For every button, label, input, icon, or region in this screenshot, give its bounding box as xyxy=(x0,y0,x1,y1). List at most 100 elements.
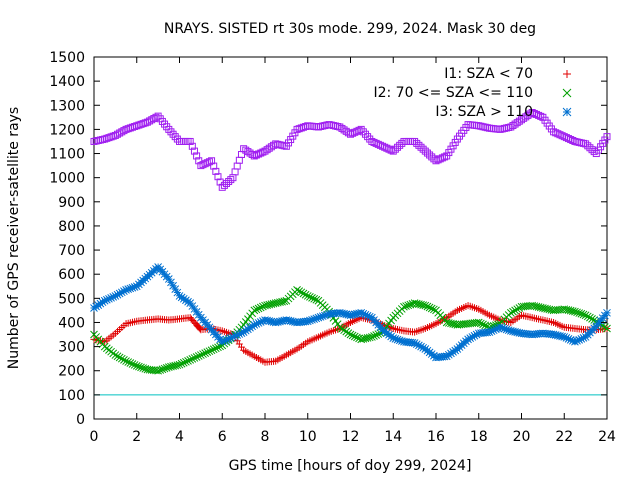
data-point xyxy=(487,327,496,336)
data-point xyxy=(494,324,502,333)
data-point xyxy=(218,337,227,346)
data-point xyxy=(361,130,369,138)
data-point xyxy=(169,281,177,290)
data-point xyxy=(391,145,399,153)
data-point xyxy=(573,308,581,317)
data-point xyxy=(419,343,428,352)
data-point xyxy=(584,142,592,150)
x-tick-label: 4 xyxy=(175,429,184,445)
data-point xyxy=(421,147,429,155)
data-point xyxy=(590,148,598,156)
x-tick-label: 14 xyxy=(384,429,402,445)
data-point xyxy=(158,365,167,374)
data-point xyxy=(229,333,237,341)
data-point xyxy=(603,133,611,141)
data-point xyxy=(421,301,430,310)
data-point xyxy=(162,363,171,372)
data-point xyxy=(122,286,130,294)
data-point xyxy=(194,352,203,360)
data-point xyxy=(511,306,519,315)
data-point xyxy=(207,346,216,355)
data-point xyxy=(224,335,233,343)
data-point xyxy=(357,125,365,133)
data-point xyxy=(211,344,220,353)
data-point xyxy=(500,324,509,333)
data-point xyxy=(438,154,446,162)
data-point xyxy=(111,351,120,359)
data-point xyxy=(562,334,571,342)
data-point xyxy=(175,360,184,369)
y-tick-label: 1300 xyxy=(49,98,85,114)
axes: 0100200300400500600700800900100011001200… xyxy=(49,50,616,445)
data-point xyxy=(220,181,228,189)
legend-marker xyxy=(563,70,571,78)
data-point xyxy=(316,313,325,321)
data-point xyxy=(223,179,231,187)
data-point xyxy=(590,316,599,324)
data-point xyxy=(197,351,205,359)
data-point xyxy=(312,314,321,323)
data-point xyxy=(188,355,197,363)
data-point xyxy=(100,296,109,305)
data-point xyxy=(582,140,590,148)
data-point xyxy=(173,361,182,370)
data-point xyxy=(280,297,289,306)
data-point xyxy=(201,349,210,357)
data-point xyxy=(105,294,113,303)
data-point xyxy=(361,310,370,319)
data-point xyxy=(466,334,475,343)
x-tick-label: 18 xyxy=(470,429,488,445)
data-point xyxy=(252,305,261,314)
data-point xyxy=(254,319,263,327)
data-point xyxy=(566,335,575,344)
data-point xyxy=(368,333,376,341)
data-point xyxy=(353,333,361,342)
data-point xyxy=(579,334,588,342)
data-point xyxy=(190,354,199,362)
data-point xyxy=(179,358,188,367)
data-point xyxy=(235,330,244,338)
data-point xyxy=(203,348,212,357)
data-point xyxy=(214,343,222,352)
data-point xyxy=(165,125,173,133)
data-point xyxy=(308,293,316,302)
data-point xyxy=(120,287,128,295)
data-point xyxy=(152,113,160,121)
data-point xyxy=(364,133,372,141)
data-point xyxy=(391,335,400,343)
data-point xyxy=(250,306,259,315)
data-point xyxy=(164,275,173,283)
data-point xyxy=(474,318,483,327)
data-point xyxy=(564,335,573,343)
data-point xyxy=(314,313,323,322)
data-point xyxy=(586,144,594,152)
data-point xyxy=(575,335,584,344)
legend-label: I2: 70 <= SZA <= 110 xyxy=(373,85,533,101)
data-point xyxy=(568,336,577,345)
data-point xyxy=(489,326,498,335)
data-point xyxy=(393,335,402,344)
data-point xyxy=(301,290,310,299)
x-tick-label: 12 xyxy=(342,429,360,445)
data-point xyxy=(177,359,186,368)
data-point xyxy=(250,321,259,329)
data-point xyxy=(186,356,195,364)
data-point xyxy=(143,118,151,126)
data-point xyxy=(402,302,410,310)
data-point xyxy=(404,301,413,310)
data-point xyxy=(254,304,263,313)
x-tick-label: 6 xyxy=(218,429,227,445)
data-point xyxy=(395,336,404,345)
data-point xyxy=(173,288,182,297)
data-point xyxy=(303,317,312,326)
data-point xyxy=(397,337,406,345)
data-point xyxy=(586,313,594,322)
data-point xyxy=(355,126,363,134)
data-point xyxy=(186,299,195,308)
data-point xyxy=(259,148,267,156)
data-point xyxy=(293,286,301,294)
data-point xyxy=(231,332,239,340)
data-point xyxy=(188,302,197,310)
data-point xyxy=(504,326,513,335)
